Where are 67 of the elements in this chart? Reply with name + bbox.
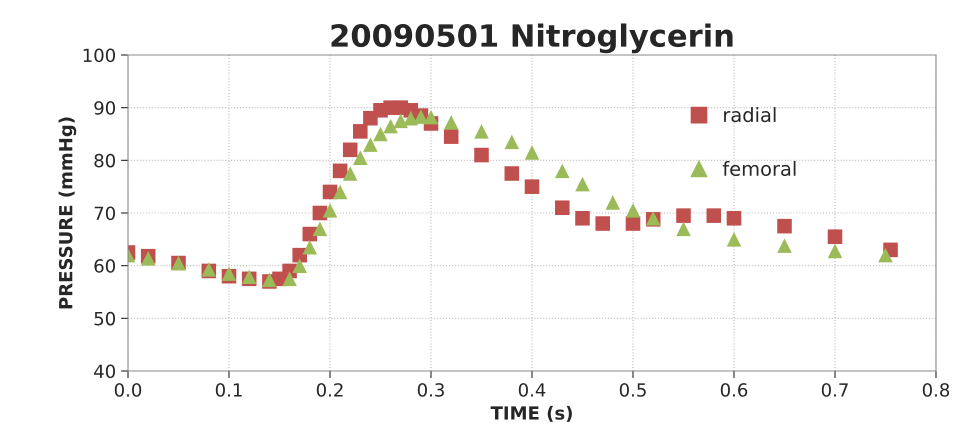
point (383, 118, 398, 134)
point (444, 129, 458, 144)
x-axis-title: TIME (s) (490, 406, 572, 422)
point (302, 240, 318, 255)
point (332, 184, 348, 200)
point (555, 200, 570, 216)
point (282, 272, 297, 286)
x-tick-label: 0.2 (316, 383, 343, 397)
point (474, 124, 489, 139)
y-tick-label: 60 (94, 259, 115, 273)
point (353, 124, 368, 139)
point (404, 110, 418, 126)
point (555, 164, 570, 178)
point (444, 115, 458, 130)
point (706, 208, 722, 223)
point (726, 232, 742, 247)
legend-label: radial (724, 107, 776, 122)
point (626, 203, 640, 218)
point (302, 226, 318, 242)
point (312, 206, 328, 220)
point (524, 145, 540, 160)
x-tick-label: 0.1 (216, 383, 242, 397)
legend-label: femoral (722, 160, 796, 176)
y-tick-label: 70 (94, 206, 115, 220)
point (474, 148, 489, 162)
point (606, 195, 620, 210)
point (828, 244, 842, 258)
point (312, 222, 328, 236)
chart-title: 20090501 Nitroglycerin (332, 23, 733, 54)
x-tick-label: 0.0 (114, 383, 142, 397)
point (373, 126, 388, 142)
point (424, 110, 438, 124)
point (777, 218, 792, 234)
point (292, 258, 307, 273)
x-tick-label: 0.5 (620, 383, 646, 397)
point (878, 248, 893, 262)
y-tick-label: 50 (94, 312, 115, 326)
point (777, 238, 792, 253)
point (676, 208, 691, 223)
point (342, 142, 358, 158)
point (393, 114, 408, 128)
point (342, 166, 358, 181)
x-tick-label: 0.7 (822, 383, 848, 397)
point (363, 137, 378, 152)
point (575, 176, 590, 192)
point (726, 210, 742, 226)
y-tick-label: 90 (94, 101, 115, 115)
x-tick-label: 0.4 (518, 383, 546, 397)
point (504, 166, 520, 181)
point (524, 179, 540, 194)
y-tick-label: 80 (94, 154, 115, 168)
point (504, 134, 520, 150)
point (353, 150, 368, 165)
point (332, 164, 348, 178)
point (322, 184, 338, 200)
point (575, 210, 590, 226)
y-axis-title: PRESSURE (mmHg) (58, 118, 76, 308)
point (322, 203, 338, 218)
x-tick-label: 0.6 (720, 383, 748, 397)
point (595, 216, 610, 231)
y-tick-label: 100 (84, 48, 115, 62)
point (676, 222, 691, 236)
point (828, 229, 842, 244)
point (626, 216, 640, 231)
x-tick-label: 0.3 (418, 383, 444, 397)
x-tick-label: 0.8 (922, 383, 950, 397)
y-tick-label: 40 (94, 364, 115, 378)
